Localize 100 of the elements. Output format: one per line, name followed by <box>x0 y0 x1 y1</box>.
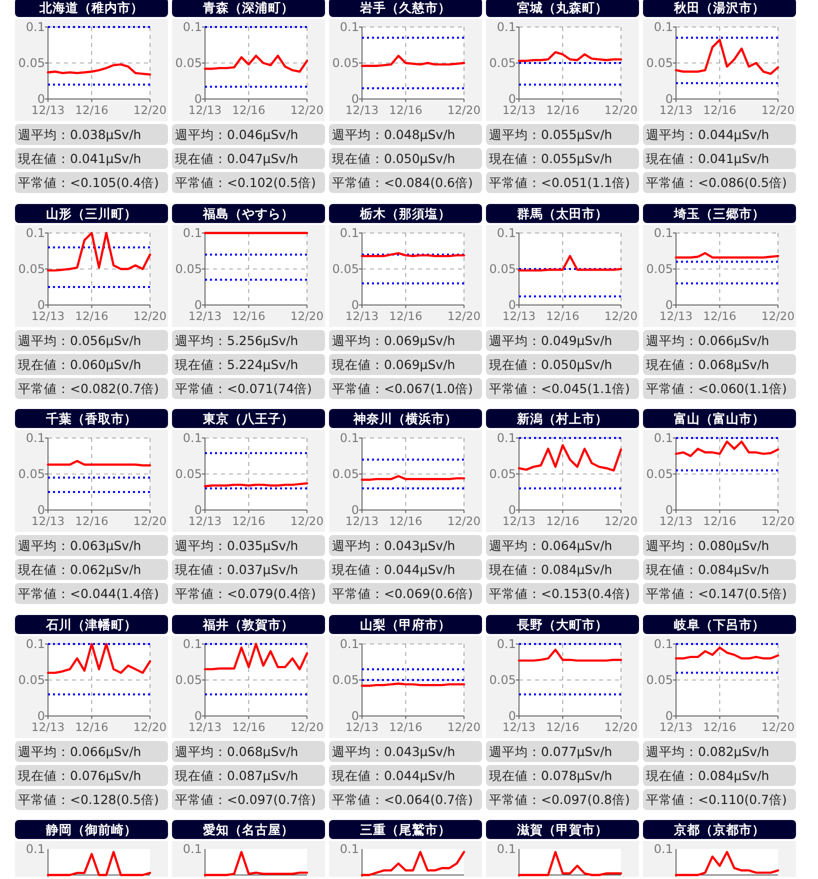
chart-title: 山形（三川町） <box>15 204 168 222</box>
y-tick-label: 0.1 <box>26 226 45 240</box>
x-tick-label: 12/16 <box>389 308 422 322</box>
x-tick-label: 12/16 <box>703 103 736 117</box>
text: 平常値：<0.110(0.7倍) <box>643 788 796 810</box>
y-tick-label: 0.05 <box>332 467 359 481</box>
x-tick-label: 12/13 <box>659 103 693 117</box>
text: 週平均：0.049μSv/h <box>486 330 639 350</box>
y-tick-label: 0 <box>508 92 516 106</box>
y-tick-label: 0.05 <box>489 467 516 481</box>
y-tick-label: 0 <box>351 298 359 312</box>
chart-title: 愛知（名古屋） <box>172 820 325 839</box>
line-series <box>674 646 780 659</box>
chart-title: 山梨（甲府市） <box>329 614 482 634</box>
x-tick-label: 12/13 <box>345 514 379 528</box>
y-tick-label: 0.1 <box>26 20 45 34</box>
y-tick-label: 0.1 <box>182 226 202 240</box>
text: 週平均：0.043μSv/h <box>329 535 482 556</box>
x-tick-label: 12/16 <box>389 103 422 117</box>
chart-title: 富山（富山市） <box>643 409 796 428</box>
y-tick-label: 0.1 <box>340 226 359 240</box>
y-tick-label: 0.05 <box>18 672 45 686</box>
y-tick-label: 0 <box>194 298 202 312</box>
chart-title: 岩手（久慈市） <box>329 0 482 17</box>
text: 平常値：<0.071(74倍) <box>172 378 325 398</box>
x-tick-label: 12/20 <box>761 308 795 322</box>
x-tick-label: 12/20 <box>604 720 638 734</box>
y-tick-label: 0 <box>351 92 359 106</box>
line-series <box>46 63 152 76</box>
text: 現在値：0.084μSv/h <box>643 559 796 580</box>
chart-title: 神奈川（横浜市） <box>329 409 482 428</box>
y-tick-label: 0.05 <box>646 672 673 686</box>
y-tick-label: 0 <box>37 503 45 517</box>
text: 平常値：<0.060(1.1倍) <box>643 378 796 398</box>
y-tick-label: 0 <box>508 708 516 722</box>
x-tick-label: 12/20 <box>133 103 167 117</box>
x-tick-label: 12/13 <box>188 720 222 734</box>
y-tick-label: 0.1 <box>496 226 516 240</box>
text: 平常値：<0.079(0.4倍) <box>172 583 325 604</box>
chart-title: 石川（津幡町） <box>15 614 168 634</box>
x-tick-label: 12/16 <box>75 720 108 734</box>
y-tick-label: 0 <box>665 298 673 312</box>
text: 現在値：0.078μSv/h <box>486 764 639 786</box>
text: 週平均：0.077μSv/h <box>486 740 639 762</box>
x-tick-label: 12/20 <box>447 514 481 528</box>
text: 週平均：0.044μSv/h <box>643 124 796 145</box>
y-tick-label: 0.05 <box>489 56 516 70</box>
y-tick-label: 0.1 <box>182 431 202 445</box>
text: 現在値：0.076μSv/h <box>15 764 168 786</box>
x-tick-label: 12/16 <box>546 308 580 322</box>
text: 現在値：0.050μSv/h <box>486 354 639 374</box>
x-tick-label: 12/16 <box>232 720 266 734</box>
text: 週平均：0.082μSv/h <box>643 740 796 762</box>
text: 週平均：0.068μSv/h <box>172 740 325 762</box>
y-tick-label: 0 <box>351 708 359 722</box>
text: 現在値：0.060μSv/h <box>15 354 168 374</box>
y-tick-label: 0 <box>665 503 673 517</box>
text: 週平均：0.069μSv/h <box>329 330 482 350</box>
y-tick-label: 0.1 <box>182 636 202 650</box>
x-tick-label: 12/13 <box>659 514 693 528</box>
y-tick-label: 0.1 <box>340 636 359 650</box>
text: 現在値：5.224μSv/h <box>172 354 325 374</box>
x-tick-label: 12/20 <box>761 514 795 528</box>
x-tick-label: 12/16 <box>75 514 108 528</box>
y-tick-label: 0.05 <box>332 56 359 70</box>
text: 平常値：<0.153(0.4倍) <box>486 583 639 604</box>
x-tick-label: 12/16 <box>232 308 266 322</box>
text: 現在値：0.055μSv/h <box>486 148 639 169</box>
x-tick-label: 12/16 <box>703 514 736 528</box>
x-tick-label: 12/20 <box>447 308 481 322</box>
y-tick-label: 0 <box>194 708 202 722</box>
y-tick-label: 0.1 <box>654 20 673 34</box>
text: 週平均：0.064μSv/h <box>486 535 639 556</box>
y-tick-label: 0.05 <box>489 672 516 686</box>
x-tick-label: 12/16 <box>232 103 266 117</box>
y-tick-label: 0.1 <box>340 20 359 34</box>
x-tick-label: 12/13 <box>502 103 536 117</box>
x-tick-label: 12/13 <box>659 720 693 734</box>
text: 現在値：0.062μSv/h <box>15 559 168 580</box>
text: 平常値：<0.044(1.4倍) <box>15 583 168 604</box>
x-tick-label: 12/13 <box>31 308 65 322</box>
text: 週平均：0.038μSv/h <box>15 124 168 145</box>
text: 平常値：<0.105(0.4倍) <box>15 172 168 193</box>
text: 現在値：0.069μSv/h <box>329 354 482 374</box>
text: 週平均：0.035μSv/h <box>172 535 325 556</box>
text: 現在値：0.044μSv/h <box>329 764 482 786</box>
chart-title: 東京（八王子） <box>172 409 325 428</box>
line-series <box>518 254 622 272</box>
y-tick-label: 0.1 <box>26 636 45 650</box>
x-tick-label: 12/16 <box>546 720 580 734</box>
text: 現在値：0.044μSv/h <box>329 559 482 580</box>
text: 現在値：0.084μSv/h <box>643 764 796 786</box>
chart-title: 栃木（那須塩） <box>329 204 482 222</box>
chart-title: 福島（やすら） <box>172 204 325 222</box>
x-tick-label: 12/16 <box>546 103 580 117</box>
text: 平常値：<0.045(1.1倍) <box>486 378 639 398</box>
line-series <box>518 51 622 62</box>
x-tick-label: 12/16 <box>232 514 266 528</box>
text: 現在値：0.037μSv/h <box>172 559 325 580</box>
chart-title: 静岡（御前崎） <box>15 820 168 839</box>
